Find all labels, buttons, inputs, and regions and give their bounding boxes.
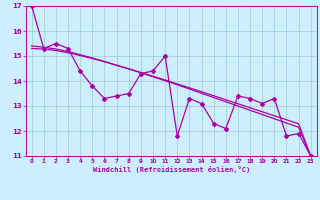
X-axis label: Windchill (Refroidissement éolien,°C): Windchill (Refroidissement éolien,°C) bbox=[92, 166, 250, 173]
